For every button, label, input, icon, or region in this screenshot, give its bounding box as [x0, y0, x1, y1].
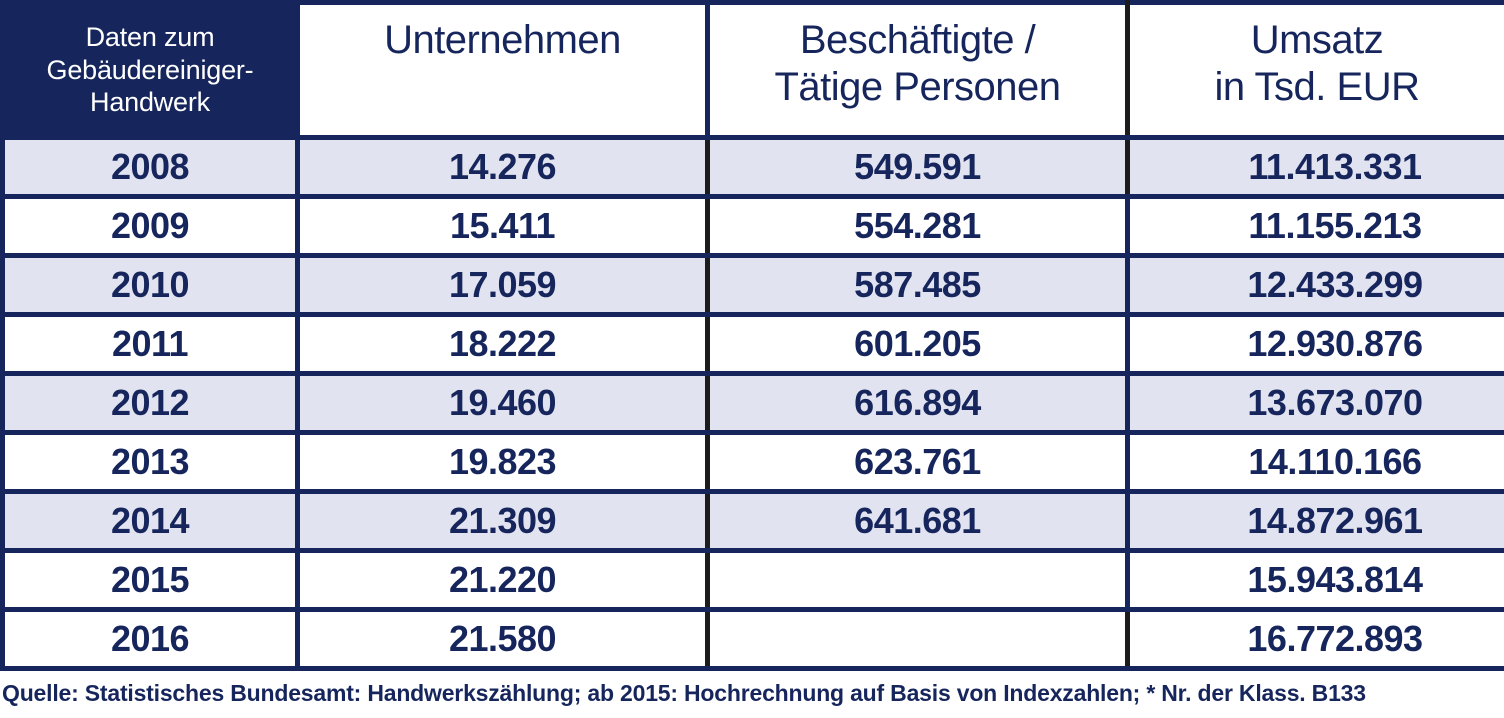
- table-row-2015: 2015 21.220 15.943.814: [0, 548, 1504, 612]
- year-cell: 2008: [0, 135, 300, 199]
- table-row-2014: 2014 21.309 641.681 14.872.961: [0, 489, 1504, 553]
- beschaeftigte-cell: 587.485: [705, 253, 1130, 317]
- umsatz-cell: 11.413.331: [1125, 135, 1504, 199]
- unternehmen-cell: 14.276: [295, 135, 710, 199]
- beschaeftigte-cell: 616.894: [705, 371, 1130, 435]
- umsatz-cell: 14.110.166: [1125, 430, 1504, 494]
- umsatz-cell: 11.155.213: [1125, 194, 1504, 258]
- year-cell: 2011: [0, 312, 300, 376]
- unternehmen-cell: 15.411: [295, 194, 710, 258]
- table-row-2010: 2010 17.059 587.485 12.433.299: [0, 253, 1504, 317]
- year-cell: 2013: [0, 430, 300, 494]
- statistics-table: Daten zum Gebäudereiniger- Handwerk Unte…: [0, 0, 1504, 671]
- unternehmen-cell: 21.220: [295, 548, 710, 612]
- umsatz-cell: 12.433.299: [1125, 253, 1504, 317]
- table-row-2012: 2012 19.460 616.894 13.673.070: [0, 371, 1504, 435]
- beschaeftigte-cell: 623.761: [705, 430, 1130, 494]
- unternehmen-cell: 17.059: [295, 253, 710, 317]
- beschaeftigte-cell: 601.205: [705, 312, 1130, 376]
- unternehmen-cell: 21.580: [295, 607, 710, 671]
- beschaeftigte-cell: 641.681: [705, 489, 1130, 553]
- col-header-umsatz: Umsatz in Tsd. EUR: [1125, 0, 1504, 140]
- table-row-2008: 2008 14.276 549.591 11.413.331: [0, 135, 1504, 199]
- header-row: Daten zum Gebäudereiniger- Handwerk Unte…: [0, 0, 1504, 140]
- beschaeftigte-cell: [705, 607, 1130, 671]
- col-header-unternehmen: Unternehmen: [295, 0, 710, 140]
- col-header-beschaeftigte: Beschäftigte / Tätige Personen: [705, 0, 1130, 140]
- beschaeftigte-cell: [705, 548, 1130, 612]
- umsatz-cell: 13.673.070: [1125, 371, 1504, 435]
- year-cell: 2010: [0, 253, 300, 317]
- umsatz-cell: 14.872.961: [1125, 489, 1504, 553]
- umsatz-cell: 16.772.893: [1125, 607, 1504, 671]
- year-cell: 2012: [0, 371, 300, 435]
- year-cell: 2015: [0, 548, 300, 612]
- table-row-2016: 2016 21.580 16.772.893: [0, 607, 1504, 671]
- umsatz-cell: 12.930.876: [1125, 312, 1504, 376]
- table-row-2011: 2011 18.222 601.205 12.930.876: [0, 312, 1504, 376]
- unternehmen-cell: 21.309: [295, 489, 710, 553]
- year-cell: 2016: [0, 607, 300, 671]
- table-row-2009: 2009 15.411 554.281 11.155.213: [0, 194, 1504, 258]
- table-title-cell: Daten zum Gebäudereiniger- Handwerk: [0, 0, 300, 140]
- unternehmen-cell: 19.823: [295, 430, 710, 494]
- year-cell: 2009: [0, 194, 300, 258]
- unternehmen-cell: 19.460: [295, 371, 710, 435]
- umsatz-cell: 15.943.814: [1125, 548, 1504, 612]
- beschaeftigte-cell: 554.281: [705, 194, 1130, 258]
- unternehmen-cell: 18.222: [295, 312, 710, 376]
- year-cell: 2014: [0, 489, 300, 553]
- table-row-2013: 2013 19.823 623.761 14.110.166: [0, 430, 1504, 494]
- beschaeftigte-cell: 549.591: [705, 135, 1130, 199]
- source-note: Quelle: Statistisches Bundesamt: Handwer…: [2, 680, 1366, 706]
